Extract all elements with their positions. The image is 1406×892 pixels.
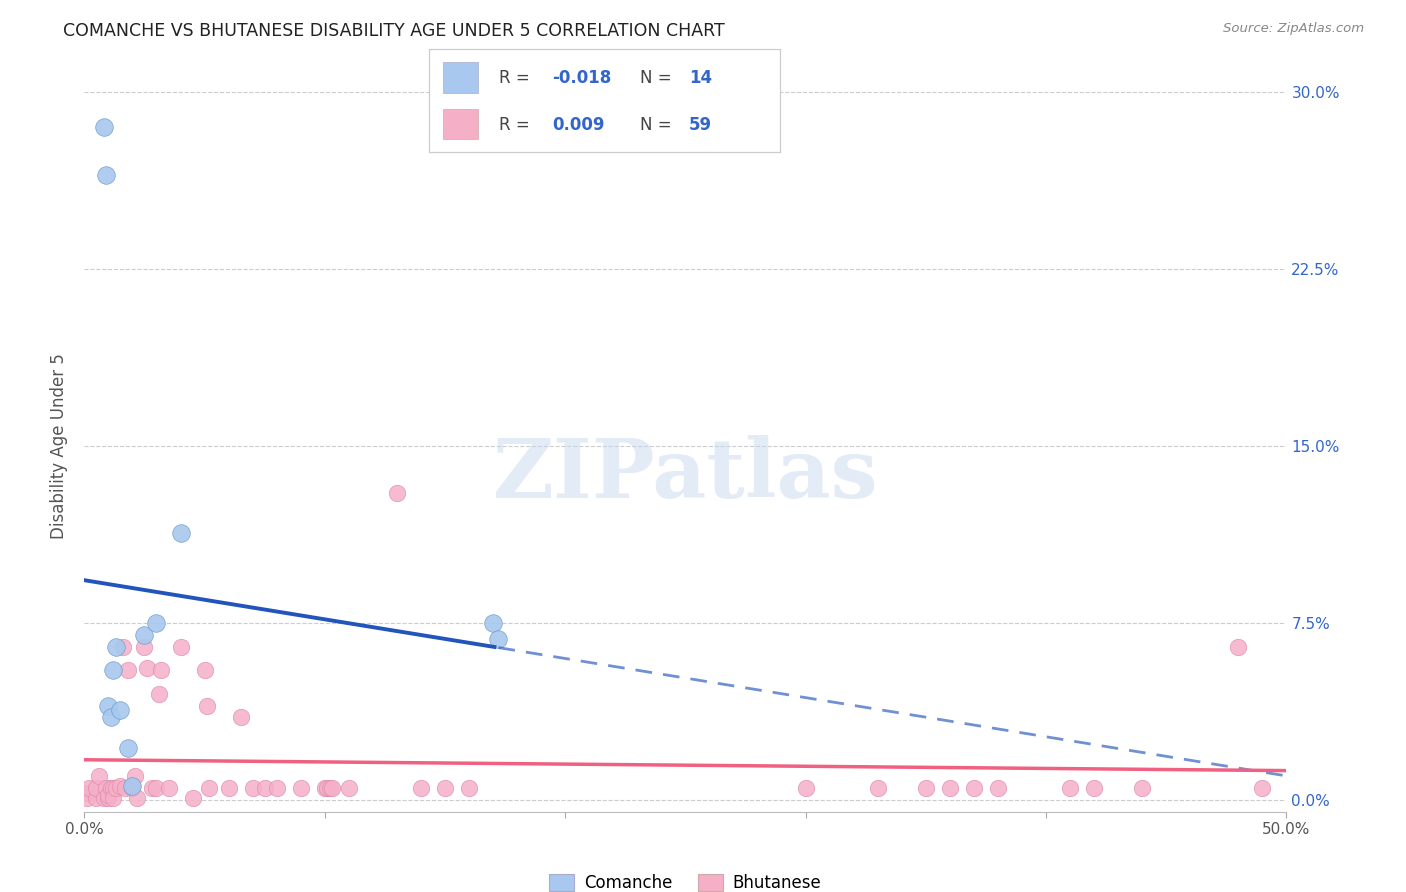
- Point: [242, 781, 264, 796]
- Point: [100, 710, 122, 724]
- Point: [145, 781, 167, 796]
- Point: [93, 790, 115, 805]
- Point: [314, 781, 336, 796]
- Point: [318, 781, 340, 796]
- Point: [316, 781, 339, 796]
- Point: [145, 615, 167, 630]
- Point: [117, 663, 139, 677]
- Point: [135, 661, 157, 675]
- Text: 14: 14: [689, 69, 711, 87]
- Point: [1130, 781, 1153, 796]
- Point: [987, 781, 1010, 796]
- Point: [121, 781, 143, 796]
- Point: [321, 781, 343, 796]
- Point: [253, 781, 276, 796]
- Point: [141, 781, 163, 796]
- Point: [87, 769, 110, 783]
- Point: [93, 120, 115, 135]
- Text: 59: 59: [689, 116, 711, 134]
- Point: [117, 741, 139, 756]
- Point: [458, 781, 481, 796]
- Point: [76, 790, 98, 805]
- Text: Source: ZipAtlas.com: Source: ZipAtlas.com: [1223, 22, 1364, 36]
- Point: [150, 663, 173, 677]
- Point: [157, 781, 180, 796]
- Point: [97, 788, 120, 802]
- Point: [114, 781, 136, 796]
- Point: [77, 781, 100, 796]
- Point: [76, 786, 98, 800]
- Point: [103, 663, 125, 677]
- Text: ZIPatlas: ZIPatlas: [492, 435, 879, 516]
- Point: [486, 632, 509, 647]
- Point: [1083, 781, 1105, 796]
- Point: [198, 781, 221, 796]
- Point: [86, 781, 108, 796]
- Point: [124, 769, 146, 783]
- Point: [1251, 781, 1274, 796]
- Point: [409, 781, 432, 796]
- Point: [1059, 781, 1081, 796]
- Point: [104, 640, 127, 654]
- Point: [194, 663, 217, 677]
- Point: [103, 790, 125, 805]
- Point: [110, 779, 132, 793]
- Point: [121, 779, 143, 793]
- Point: [385, 486, 408, 500]
- Point: [266, 781, 288, 796]
- Point: [218, 781, 240, 796]
- Point: [134, 628, 156, 642]
- Point: [134, 640, 156, 654]
- Point: [111, 640, 134, 654]
- Point: [148, 687, 170, 701]
- Point: [100, 781, 122, 796]
- Point: [794, 781, 817, 796]
- Point: [434, 781, 457, 796]
- Text: COMANCHE VS BHUTANESE DISABILITY AGE UNDER 5 CORRELATION CHART: COMANCHE VS BHUTANESE DISABILITY AGE UND…: [63, 22, 725, 40]
- Point: [103, 781, 125, 796]
- Point: [86, 790, 108, 805]
- Text: 0.009: 0.009: [551, 116, 605, 134]
- Point: [127, 790, 149, 805]
- Text: N =: N =: [640, 116, 676, 134]
- Point: [337, 781, 360, 796]
- Legend: Comanche, Bhutanese: Comanche, Bhutanese: [543, 868, 828, 892]
- Point: [915, 781, 938, 796]
- Point: [1227, 640, 1250, 654]
- Point: [866, 781, 889, 796]
- Bar: [443, 62, 478, 93]
- Point: [963, 781, 986, 796]
- Point: [104, 781, 127, 796]
- Y-axis label: Disability Age Under 5: Disability Age Under 5: [51, 353, 69, 539]
- Point: [482, 615, 505, 630]
- Point: [94, 168, 117, 182]
- Point: [290, 781, 312, 796]
- Point: [229, 710, 252, 724]
- Point: [169, 640, 191, 654]
- Point: [94, 781, 117, 796]
- Point: [97, 790, 120, 805]
- Point: [181, 790, 204, 805]
- Text: N =: N =: [640, 69, 676, 87]
- Point: [110, 703, 132, 717]
- Text: R =: R =: [499, 69, 536, 87]
- Point: [97, 698, 120, 713]
- Point: [195, 698, 218, 713]
- Point: [169, 526, 191, 541]
- Text: -0.018: -0.018: [551, 69, 612, 87]
- Point: [939, 781, 962, 796]
- Bar: [443, 109, 478, 139]
- Text: R =: R =: [499, 116, 536, 134]
